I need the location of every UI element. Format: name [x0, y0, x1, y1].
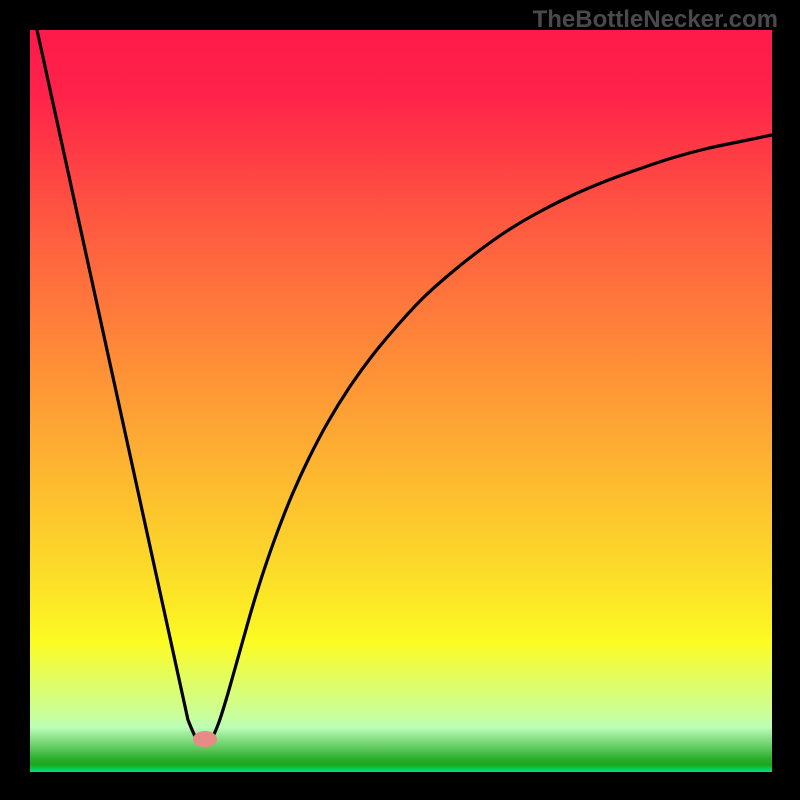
bottleneck-curve	[30, 30, 772, 743]
attribution-text: TheBottleNecker.com	[533, 6, 778, 34]
plot-area	[30, 30, 772, 772]
optimal-point-marker	[193, 731, 217, 747]
bottleneck-chart: TheBottleNecker.com	[0, 0, 800, 800]
chart-curve-layer	[30, 30, 772, 772]
